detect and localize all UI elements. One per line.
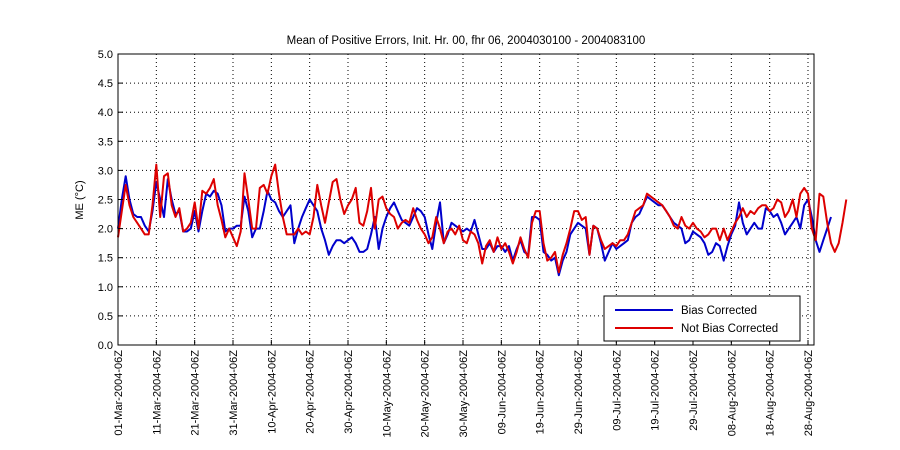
x-tick-label: 19-Jul-2004-06Z bbox=[650, 350, 662, 431]
y-tick-label: 0.0 bbox=[98, 340, 113, 352]
y-tick-label: 0.5 bbox=[98, 311, 113, 323]
x-tick-label: 10-May-2004-06Z bbox=[381, 350, 393, 438]
y-tick-label: 5.0 bbox=[98, 49, 113, 61]
x-tick-label: 29-Jun-2004-06Z bbox=[573, 350, 585, 435]
x-tick-label: 18-Aug-2004-06Z bbox=[765, 350, 777, 437]
x-tick-label: 21-Mar-2004-06Z bbox=[190, 350, 202, 436]
x-tick-label: 31-Mar-2004-06Z bbox=[228, 350, 240, 436]
y-tick-label: 4.0 bbox=[98, 107, 113, 119]
x-tick-label: 30-Apr-2004-06Z bbox=[343, 350, 355, 434]
series-line-bias-corrected bbox=[117, 175, 832, 277]
x-tick-label: 20-May-2004-06Z bbox=[420, 350, 432, 438]
y-axis: 0.0 0.5 1.0 1.5 2.0 2.5 3.0 3.5 4.0 4.5 5.0 bbox=[98, 49, 123, 352]
x-tick-label: 11-Mar-2004-06Z bbox=[151, 350, 163, 435]
legend-box bbox=[603, 295, 801, 342]
legend-label-not-bias-corrected: Not Bias Corrected bbox=[681, 323, 778, 335]
grid bbox=[118, 54, 815, 345]
x-tick-label: 01-Mar-2004-06Z bbox=[113, 350, 125, 436]
x-tick-label: 09-Jun-2004-06Z bbox=[496, 350, 508, 435]
x-tick-label: 19-Jun-2004-06Z bbox=[535, 350, 547, 435]
x-tick-label: 28-Aug-2004-06Z bbox=[803, 350, 815, 437]
x-tick-label: 09-Jul-2004-06Z bbox=[611, 350, 623, 431]
x-tick-label: 30-May-2004-06Z bbox=[458, 350, 470, 438]
y-tick-label: 4.5 bbox=[98, 78, 113, 90]
legend-label-bias-corrected: Bias Corrected bbox=[681, 305, 757, 317]
x-tick-label: 08-Aug-2004-06Z bbox=[726, 350, 738, 437]
y-tick-label: 1.0 bbox=[98, 282, 113, 294]
chart-title: Mean of Positive Errors, Init. Hr. 00, f… bbox=[287, 35, 646, 47]
legend: Bias Corrected Not Bias Corrected bbox=[603, 295, 801, 342]
series-line-not-bias-corrected bbox=[117, 163, 848, 274]
y-tick-label: 2.5 bbox=[98, 195, 113, 207]
x-tick-label: 10-Apr-2004-06Z bbox=[266, 350, 278, 434]
x-tick-label: 20-Apr-2004-06Z bbox=[305, 350, 317, 434]
y-axis-label: ME (°C) bbox=[74, 180, 86, 219]
x-tick-label: 29-Jul-2004-06Z bbox=[688, 350, 700, 431]
y-tick-label: 2.0 bbox=[98, 224, 113, 236]
y-tick-label: 3.5 bbox=[98, 136, 113, 148]
x-axis: 01-Mar-2004-06Z 11-Mar-2004-06Z 21-Mar-200… bbox=[113, 340, 815, 437]
y-tick-label: 1.5 bbox=[98, 253, 113, 265]
y-tick-label: 3.0 bbox=[98, 165, 113, 177]
series-group bbox=[117, 163, 848, 277]
